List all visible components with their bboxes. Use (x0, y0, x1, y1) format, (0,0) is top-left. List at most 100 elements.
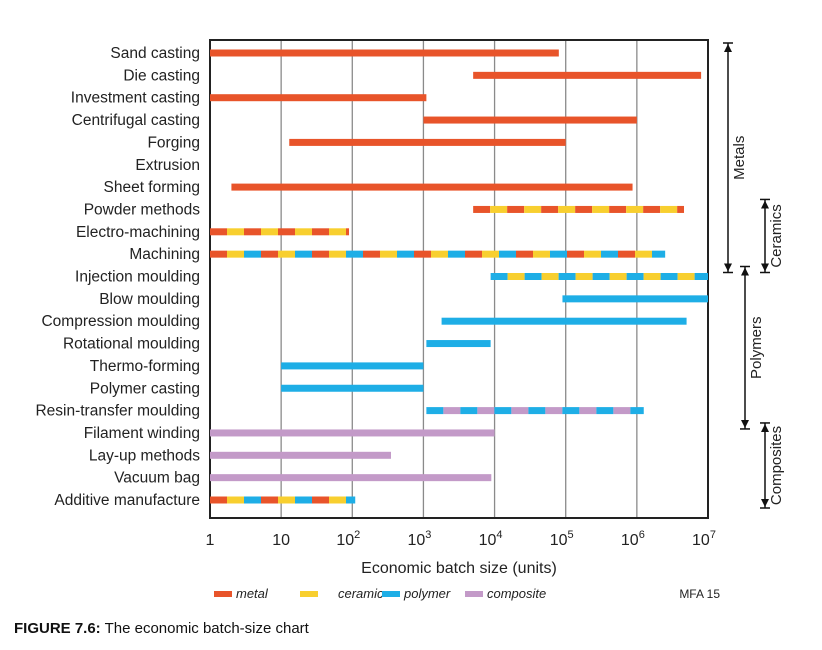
bar-segment-metal (312, 228, 329, 236)
process-label: Filament winding (84, 425, 200, 442)
bar-segment-polymer (499, 250, 516, 258)
bar-segment-ceramic (482, 250, 499, 258)
bar-segment-polymer (426, 407, 444, 415)
bar-polymer (281, 384, 424, 392)
bar-segment-ceramic (533, 250, 550, 258)
bar-segment-ceramic (626, 205, 644, 213)
legend-swatch-metal (214, 591, 232, 597)
bar-segment-polymer (494, 407, 512, 415)
arrow-head-icon (741, 419, 749, 428)
process-label: Sand casting (110, 45, 200, 62)
bar-segment-metal (575, 205, 593, 213)
bar-metal (423, 116, 637, 124)
bar-metal (231, 183, 633, 191)
bar-segment-ceramic (643, 273, 661, 280)
bar-segment-polymer (460, 407, 478, 415)
bar-metal (473, 71, 702, 79)
bar-segment-metal (312, 250, 329, 258)
bar-metal (210, 94, 427, 102)
source-label: MFA 15 (679, 587, 720, 601)
legend-label: polymer (403, 586, 451, 601)
bar-segment-polymer (490, 273, 508, 280)
bar-segment-metal (507, 205, 525, 213)
bar-segment-metal (210, 228, 227, 236)
bar-segment-polymer (626, 273, 644, 280)
bar-segment-ceramic (261, 228, 278, 236)
bar-segment-ceramic (295, 228, 312, 236)
process-label: Forging (147, 134, 200, 151)
x-tick-label: 107 (692, 529, 716, 549)
arrow-head-icon (741, 267, 749, 276)
bar-composite (210, 429, 495, 437)
bar-segment-ceramic (524, 205, 542, 213)
caption-text: The economic batch-size chart (100, 620, 309, 637)
bar-segment-ceramic (558, 205, 576, 213)
group-label: Ceramics (768, 204, 785, 267)
bar-segment-metal (465, 250, 482, 258)
caption-label: FIGURE 7.6: (14, 620, 101, 637)
bar-segment-polymer (592, 273, 610, 280)
x-tick-label: 104 (479, 529, 503, 549)
bar-segment-metal (414, 250, 431, 258)
bar-segment-polymer (694, 273, 708, 280)
process-label: Die casting (123, 67, 200, 84)
bar-segment-metal (643, 205, 661, 213)
bar-segment-composite (579, 407, 597, 415)
bar-segment-metal (261, 250, 278, 258)
bar-segment-ceramic (329, 496, 346, 504)
arrow-head-icon (761, 423, 769, 432)
arrow-head-icon (761, 200, 769, 209)
bar-segment-ceramic (278, 496, 295, 504)
process-label: Investment casting (71, 90, 200, 107)
bar-segment-ceramic (609, 273, 627, 280)
bar-segment-ceramic (227, 228, 244, 236)
bar-segment-polymer (524, 273, 542, 280)
x-tick-label: 105 (550, 529, 574, 549)
bar-segment-ceramic (490, 205, 508, 213)
bar-segment-metal (618, 250, 635, 258)
x-tick-label: 10 (272, 532, 290, 549)
bar-segment-polymer (528, 407, 546, 415)
legend-label: ceramic (338, 586, 384, 601)
bar-segment-polymer (244, 250, 261, 258)
bar-segment-ceramic (584, 250, 601, 258)
arrow-head-icon (724, 44, 732, 52)
bar-segment-metal (567, 250, 584, 258)
bar-segment-metal (312, 496, 329, 504)
bar-segment-polymer (346, 496, 356, 504)
bar-segment-metal (210, 496, 227, 504)
bar-segment-polymer (601, 250, 618, 258)
bar-segment-ceramic (329, 250, 346, 258)
bar-segment-polymer (346, 250, 363, 258)
bar-segment-metal (609, 205, 627, 213)
bar-segment-metal (516, 250, 533, 258)
bar-segment-polymer (550, 250, 567, 258)
process-label: Electro-machining (76, 224, 200, 241)
bar-segment-ceramic (329, 228, 346, 236)
bar-polymer (562, 295, 708, 303)
process-label: Compression moulding (41, 313, 200, 330)
bar-segment-polymer (562, 407, 580, 415)
x-axis-label: Economic batch size (units) (361, 560, 557, 577)
bar-segment-polymer (660, 273, 678, 280)
bar-segment-ceramic (592, 205, 610, 213)
bar-segment-metal (278, 228, 295, 236)
legend-swatch-composite (465, 591, 483, 597)
legend-label: composite (487, 586, 546, 601)
group-label: Polymers (748, 316, 765, 379)
bar-segment-composite (511, 407, 529, 415)
x-tick-label: 103 (407, 529, 431, 549)
bar-segment-metal (677, 205, 685, 213)
arrow-head-icon (761, 499, 769, 507)
bar-segment-composite (477, 407, 495, 415)
bar-segment-ceramic (575, 273, 593, 280)
bar-segment-metal (363, 250, 380, 258)
process-label: Rotational moulding (63, 336, 200, 353)
bar-segment-polymer (652, 250, 666, 258)
bar-segment-ceramic (431, 250, 448, 258)
bar-polymer (281, 362, 424, 370)
bar-segment-metal (541, 205, 559, 213)
bar-segment-polymer (244, 496, 261, 504)
bar-composite (210, 474, 492, 482)
bar-segment-polymer (630, 407, 644, 415)
